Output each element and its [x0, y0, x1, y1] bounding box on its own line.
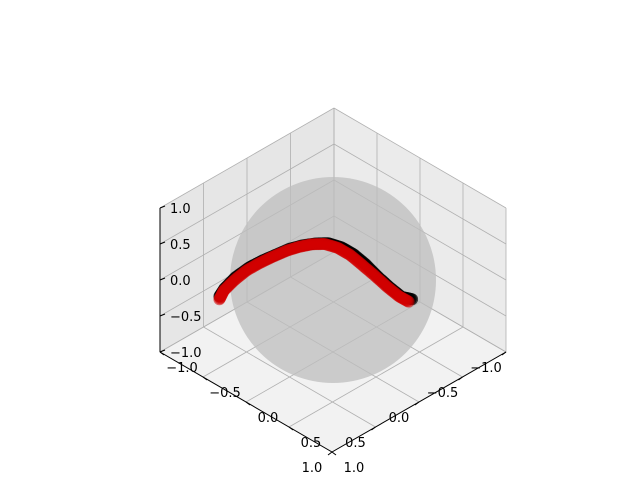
- z-tick-label: 0.5: [170, 238, 191, 253]
- x-tick: [501, 351, 507, 356]
- x-tick-label: −0.5: [427, 386, 459, 401]
- gridline: [333, 143, 507, 245]
- y-tick-label: −1.0: [166, 361, 198, 376]
- y-tick-label: 0.0: [258, 411, 279, 426]
- z-tick-label: 0.0: [170, 274, 191, 289]
- y-tick-label: 0.5: [301, 436, 322, 451]
- y-tick: [159, 351, 165, 356]
- z-tick-label: −1.0: [170, 346, 202, 361]
- y-tick: [245, 401, 251, 406]
- y-tick: [202, 376, 208, 381]
- x-tick: [327, 451, 333, 456]
- x-tick-label: −1.0: [470, 361, 502, 376]
- z-tick: [159, 277, 166, 281]
- z-tick-label: −0.5: [170, 310, 202, 325]
- y-tick: [288, 426, 294, 431]
- gridline: [159, 143, 335, 245]
- y-tick: [331, 451, 337, 456]
- z-tick: [159, 313, 166, 317]
- sphere: [230, 177, 436, 383]
- gridline: [203, 326, 376, 428]
- x-tick-label: 1.0: [302, 461, 323, 476]
- y-tick-label: 1.0: [344, 461, 365, 476]
- gridline: [288, 326, 464, 428]
- gridline: [333, 107, 507, 209]
- x-tick: [414, 401, 420, 406]
- x-tick: [371, 426, 376, 431]
- axis-ticks: [159, 205, 507, 456]
- x-tick: [458, 376, 463, 381]
- z-tick-label: 1.0: [170, 202, 191, 217]
- gridline: [159, 107, 335, 209]
- z-tick: [159, 205, 166, 209]
- tick-labels: 1.00.50.0−0.5−1.0−1.0−0.50.00.51.01.00.5…: [166, 202, 502, 476]
- z-tick: [159, 349, 166, 353]
- x-tick-label: 0.5: [345, 436, 366, 451]
- scatter-point: [213, 293, 226, 306]
- sphere-layer: [230, 177, 436, 383]
- x-tick-label: 0.0: [389, 411, 410, 426]
- z-tick: [159, 241, 166, 245]
- scatter-points: [213, 237, 419, 308]
- y-tick-label: −0.5: [209, 386, 241, 401]
